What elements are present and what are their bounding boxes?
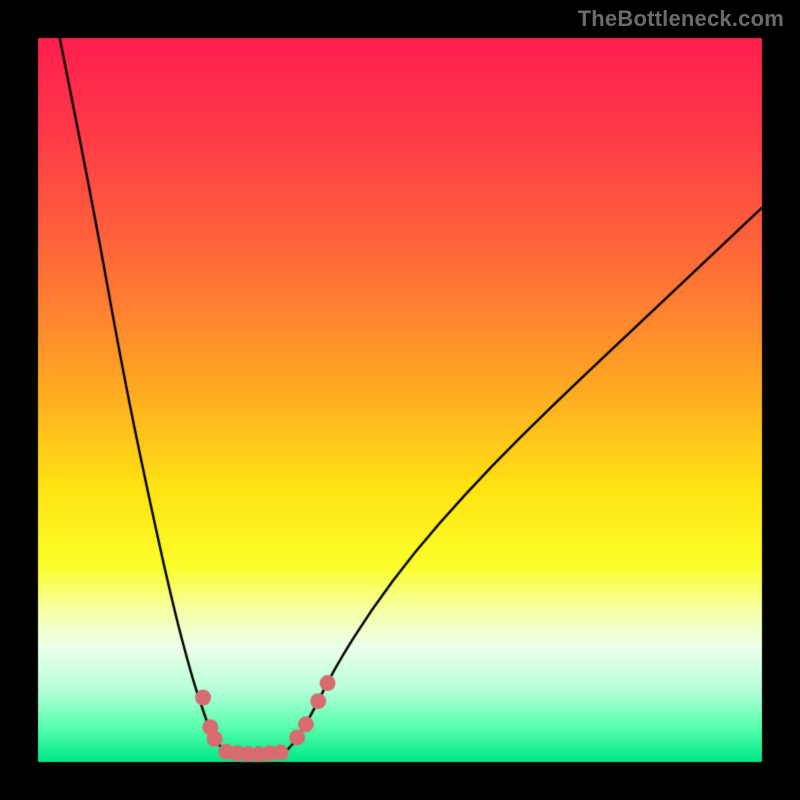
watermark-text: TheBottleneck.com xyxy=(578,6,784,32)
chart-stage: TheBottleneck.com xyxy=(0,0,800,800)
chart-curve-canvas xyxy=(0,0,800,800)
